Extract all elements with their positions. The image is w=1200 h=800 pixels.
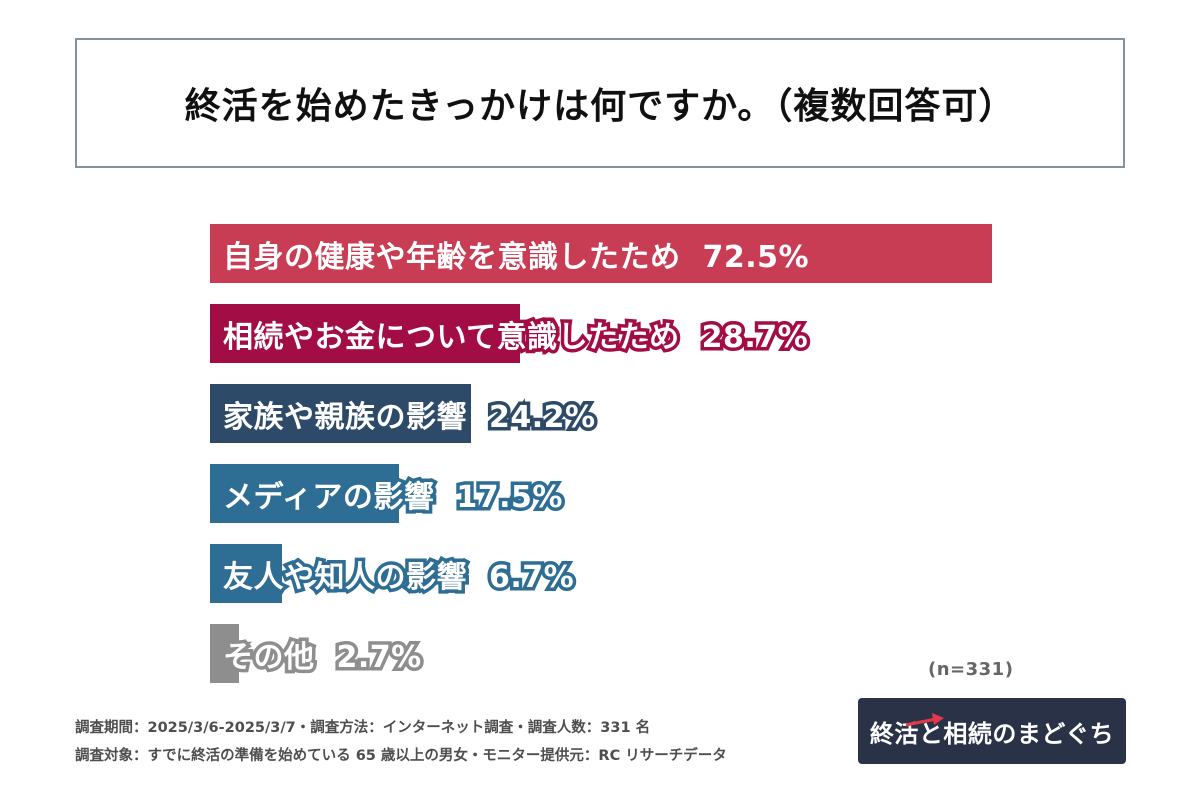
bar-label: 友人や知人の影響 6.7% — [220, 552, 578, 598]
bar — [210, 544, 283, 603]
bar-category: 相続やお金について意識したため — [220, 316, 683, 358]
brand-logo: 終活と相続のまどぐち — [858, 698, 1126, 764]
bar — [210, 224, 992, 283]
bar-category: メディアの影響 — [219, 476, 437, 518]
bar-row: メディアの影響 17.5% — [210, 464, 1170, 523]
bar-label: その他 2.7% — [220, 632, 425, 678]
bar-label: メディアの影響 17.5% — [219, 472, 566, 518]
brand-logo-text: 終活と相続のまどぐち — [869, 719, 1115, 748]
survey-note-line-2: 調査対象：すでに終活の準備を始めている 65 歳以上の男女・モニター提供元：RC… — [75, 748, 727, 764]
bar-percentage: 17.5% — [453, 476, 566, 518]
bar — [210, 384, 471, 443]
survey-note-line-1: 調査期間：2025/3/6-2025/3/7・調査方法：インターネット調査・調査… — [75, 720, 651, 736]
bar-percentage: 24.2% — [486, 396, 599, 438]
bar-row: 相続やお金について意識したため 28.7% — [210, 304, 1170, 363]
bar-percentage: 6.7% — [485, 556, 577, 598]
bar-category: 家族や親族の影響 — [220, 396, 471, 438]
bar-row: その他 2.7% — [210, 624, 1170, 683]
survey-notes: 調査期間：2025/3/6-2025/3/7・調査方法：インターネット調査・調査… — [75, 714, 727, 770]
bar-row: 自身の健康や年齢を意識したため 72.5% — [210, 224, 1170, 283]
bar-percentage: 72.5% — [699, 236, 812, 278]
bar-chart: 自身の健康や年齢を意識したため 72.5% 相続やお金について意識したため 28.7… — [210, 224, 1170, 704]
bar-row: 家族や親族の影響 24.2% — [210, 384, 1170, 443]
bar-category: その他 — [220, 636, 318, 678]
bar-percentage: 28.7% — [698, 316, 811, 358]
bar-row: 友人や知人の影響 6.7% — [210, 544, 1170, 603]
bar — [210, 304, 520, 363]
bar-category: 自身の健康や年齢を意識したため — [220, 236, 684, 278]
bar-category: 友人や知人の影響 — [220, 556, 471, 598]
page-title: 終活を始めたきっかけは何ですか。（複数回答可） — [184, 86, 1016, 127]
bar-label: 自身の健康や年齢を意識したため 72.5% — [220, 232, 813, 278]
bar — [210, 464, 399, 523]
bar-label: 相続やお金について意識したため 28.7% — [220, 312, 812, 358]
bar — [210, 624, 240, 683]
title-box: 終活を始めたきっかけは何ですか。（複数回答可） — [75, 38, 1125, 168]
sample-size-label: (n=331) — [928, 659, 1014, 680]
bar-percentage: 2.7% — [333, 636, 425, 678]
bar-label: 家族や親族の影響 24.2% — [220, 392, 599, 438]
